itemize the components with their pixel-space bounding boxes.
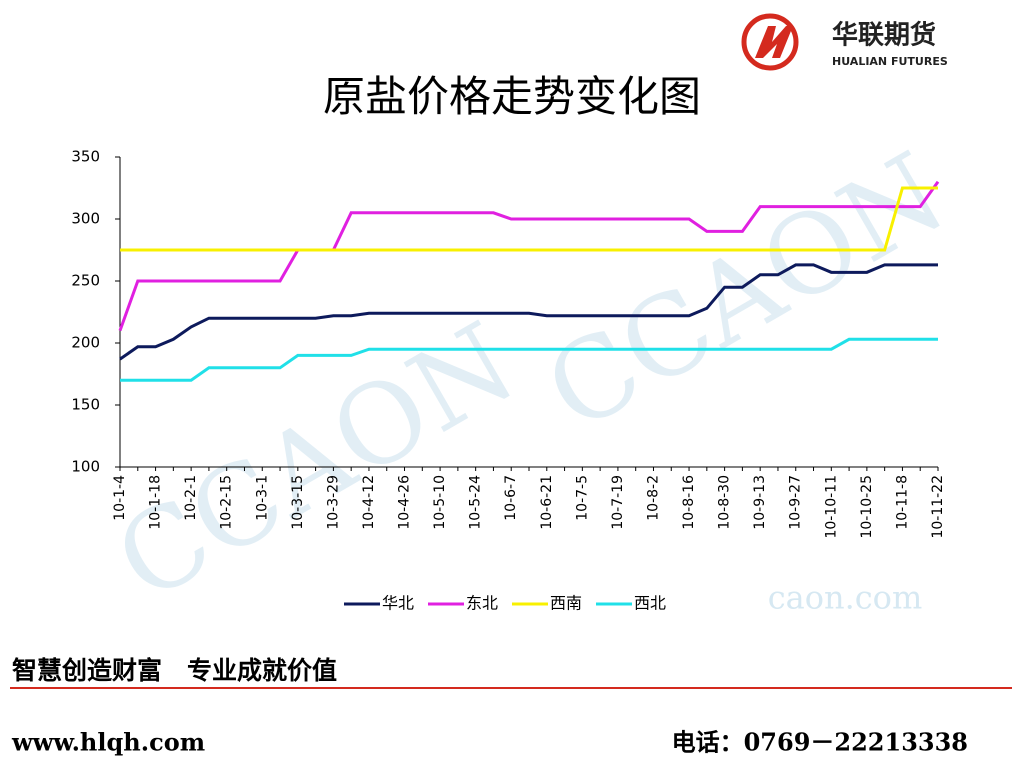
chart-title: 原盐价格走势变化图 xyxy=(323,72,701,121)
x-tick-label: 10-3-15 xyxy=(290,475,306,530)
y-tick-label: 100 xyxy=(71,458,100,476)
x-tick-label: 10-7-5 xyxy=(574,475,590,521)
y-tick-label: 250 xyxy=(71,272,100,290)
x-tick-label: 10-6-21 xyxy=(539,475,555,530)
legend-label: 西北 xyxy=(634,594,666,613)
watermark: CCAON xyxy=(95,298,535,626)
x-tick-label: 10-1-18 xyxy=(148,475,164,530)
series-line xyxy=(120,186,938,252)
x-tick-label: 10-8-16 xyxy=(681,475,697,530)
watermark: CCAON xyxy=(525,128,965,456)
x-tick-label: 10-9-13 xyxy=(752,475,768,530)
x-tick-label: 10-1-4 xyxy=(112,475,128,521)
x-tick-label: 10-9-27 xyxy=(788,475,804,530)
series-line xyxy=(119,263,938,361)
x-tick-label: 10-10-25 xyxy=(859,475,875,539)
y-tick-label: 300 xyxy=(71,210,100,228)
legend-label: 华北 xyxy=(382,594,414,613)
logo-mark xyxy=(755,26,793,58)
x-tick-label: 10-11-22 xyxy=(930,475,946,539)
legend-label: 西南 xyxy=(550,594,582,613)
plot: 100 150 200 250 300 350 10-1-4 10-1-18 10-2-1 10-… xyxy=(71,148,946,613)
x-tick-label: 10-5-24 xyxy=(468,475,484,530)
series-line xyxy=(118,180,940,332)
series-line xyxy=(120,337,938,382)
footer-website: www.hlqh.com xyxy=(11,728,205,757)
x-tick-label: 10-10-11 xyxy=(823,475,839,539)
logo: 华联期货 HUALIAN FUTURES xyxy=(741,13,948,71)
x-tick-label: 10-8-30 xyxy=(717,475,733,530)
x-tick-label: 10-7-19 xyxy=(610,475,626,530)
x-tick-label: 10-6-7 xyxy=(503,475,519,521)
watermark-site: caon.com xyxy=(768,579,923,617)
legend-label: 东北 xyxy=(466,594,498,613)
y-tick-label: 350 xyxy=(71,148,100,166)
x-tick-label: 10-4-26 xyxy=(397,475,413,530)
x-tick-label: 10-11-8 xyxy=(894,475,910,530)
footer-slogan: 智慧创造财富 专业成就价值 xyxy=(12,656,337,685)
footer-phone: 电话：0769－22213338 xyxy=(672,728,968,757)
x-tick-label: 10-4-12 xyxy=(361,475,377,530)
x-tick-label: 10-2-15 xyxy=(219,475,235,530)
logo-name: 华联期货 xyxy=(832,20,936,51)
x-tick-label: 10-5-10 xyxy=(432,475,448,530)
x-tick-label: 10-3-1 xyxy=(254,475,270,521)
logo-subtitle: HUALIAN FUTURES xyxy=(832,55,948,68)
y-tick-label: 150 xyxy=(71,396,100,414)
x-tick-label: 10-2-1 xyxy=(183,475,199,521)
x-tick-label: 10-3-29 xyxy=(325,475,341,530)
x-tick-label: 10-8-2 xyxy=(645,475,661,521)
y-tick-label: 200 xyxy=(71,334,100,352)
logo-ring xyxy=(741,13,799,71)
